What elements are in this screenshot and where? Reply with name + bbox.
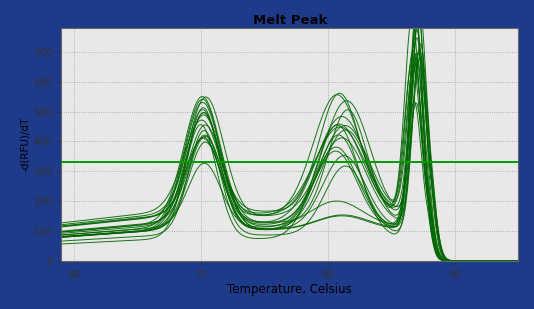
X-axis label: Temperature, Celsius: Temperature, Celsius xyxy=(227,283,352,296)
Y-axis label: -d(RFU)/dT: -d(RFU)/dT xyxy=(20,117,30,172)
Title: Melt Peak: Melt Peak xyxy=(253,14,327,27)
